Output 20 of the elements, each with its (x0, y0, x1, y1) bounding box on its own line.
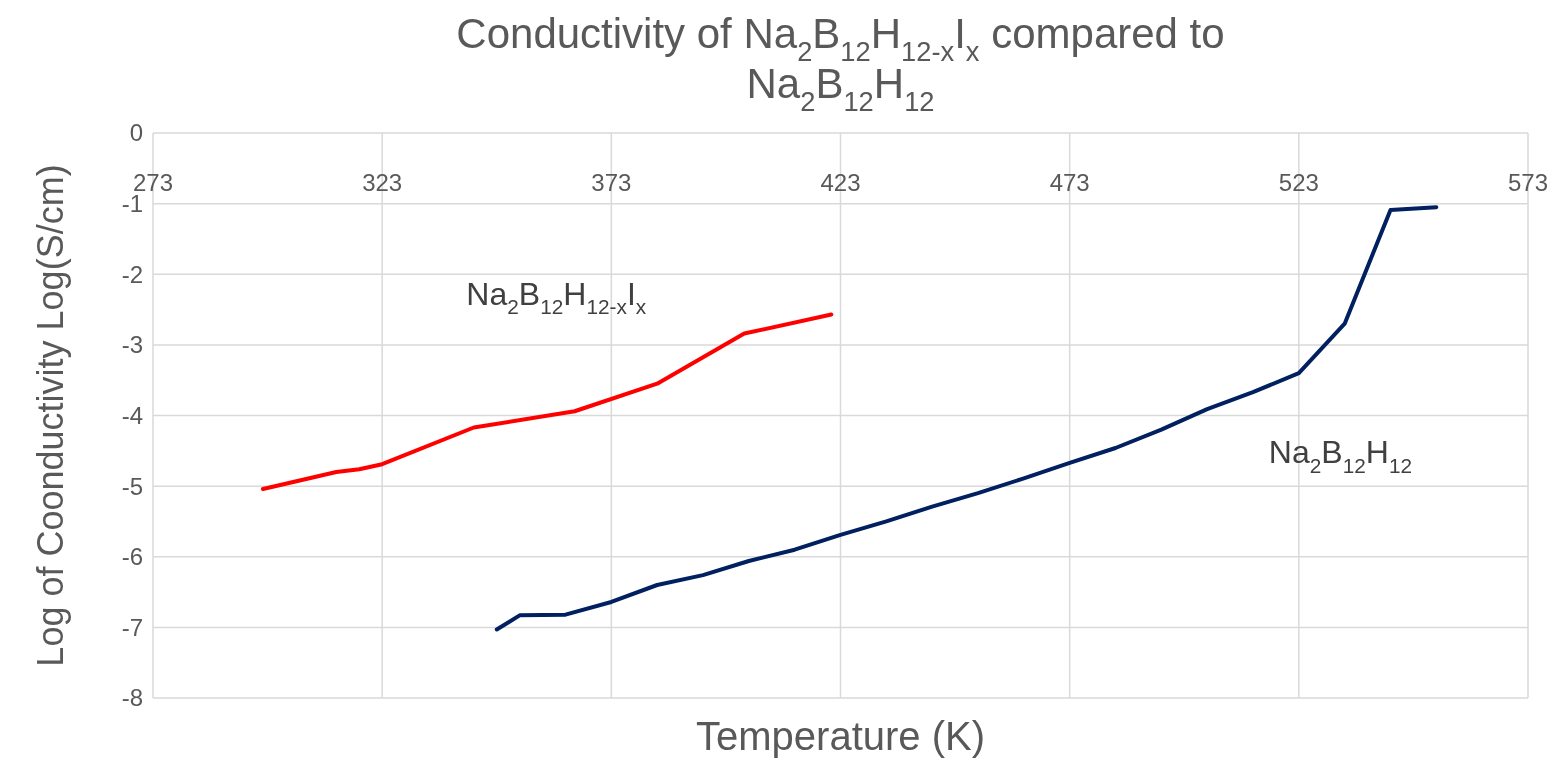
y-tick-label: -2 (121, 260, 143, 288)
y-tick-label: -3 (121, 331, 143, 359)
y-tick-label: 0 (129, 119, 143, 147)
y-tick-label: -4 (121, 401, 143, 429)
series-label: Na$_{2}$B$_{12}$H$_{12}$ (1268, 434, 1413, 477)
x-tick-label: 473 (1049, 169, 1090, 196)
x-tick-label: 373 (591, 169, 632, 196)
x-tick-label: 573 (1507, 169, 1549, 196)
y-tick-label: -8 (121, 684, 143, 712)
x-tick-label: 423 (820, 169, 861, 196)
series-label: Na$_{2}$B$_{12}$H$_{12-x}$I$_{x}$ (466, 275, 647, 319)
y-tick-label: -5 (121, 472, 143, 500)
line-series (261, 312, 834, 491)
chart-title: Conductivity of Na$_{2}$B$_{12}$H$_{12-x}$I$_{x}$ compared to Na$_{2}$B$_{12}$H$_{12}$ (456, 10, 1225, 117)
y-tick-label: -6 (121, 543, 143, 571)
y-axis-title: Log of Coonductivity Log(S/cm) (30, 164, 71, 667)
x-tick-label: 323 (362, 169, 403, 196)
x-tick-label: 523 (1278, 169, 1319, 196)
y-tick-label: -7 (121, 613, 143, 641)
x-axis-title: Temperature (K) (696, 714, 985, 758)
